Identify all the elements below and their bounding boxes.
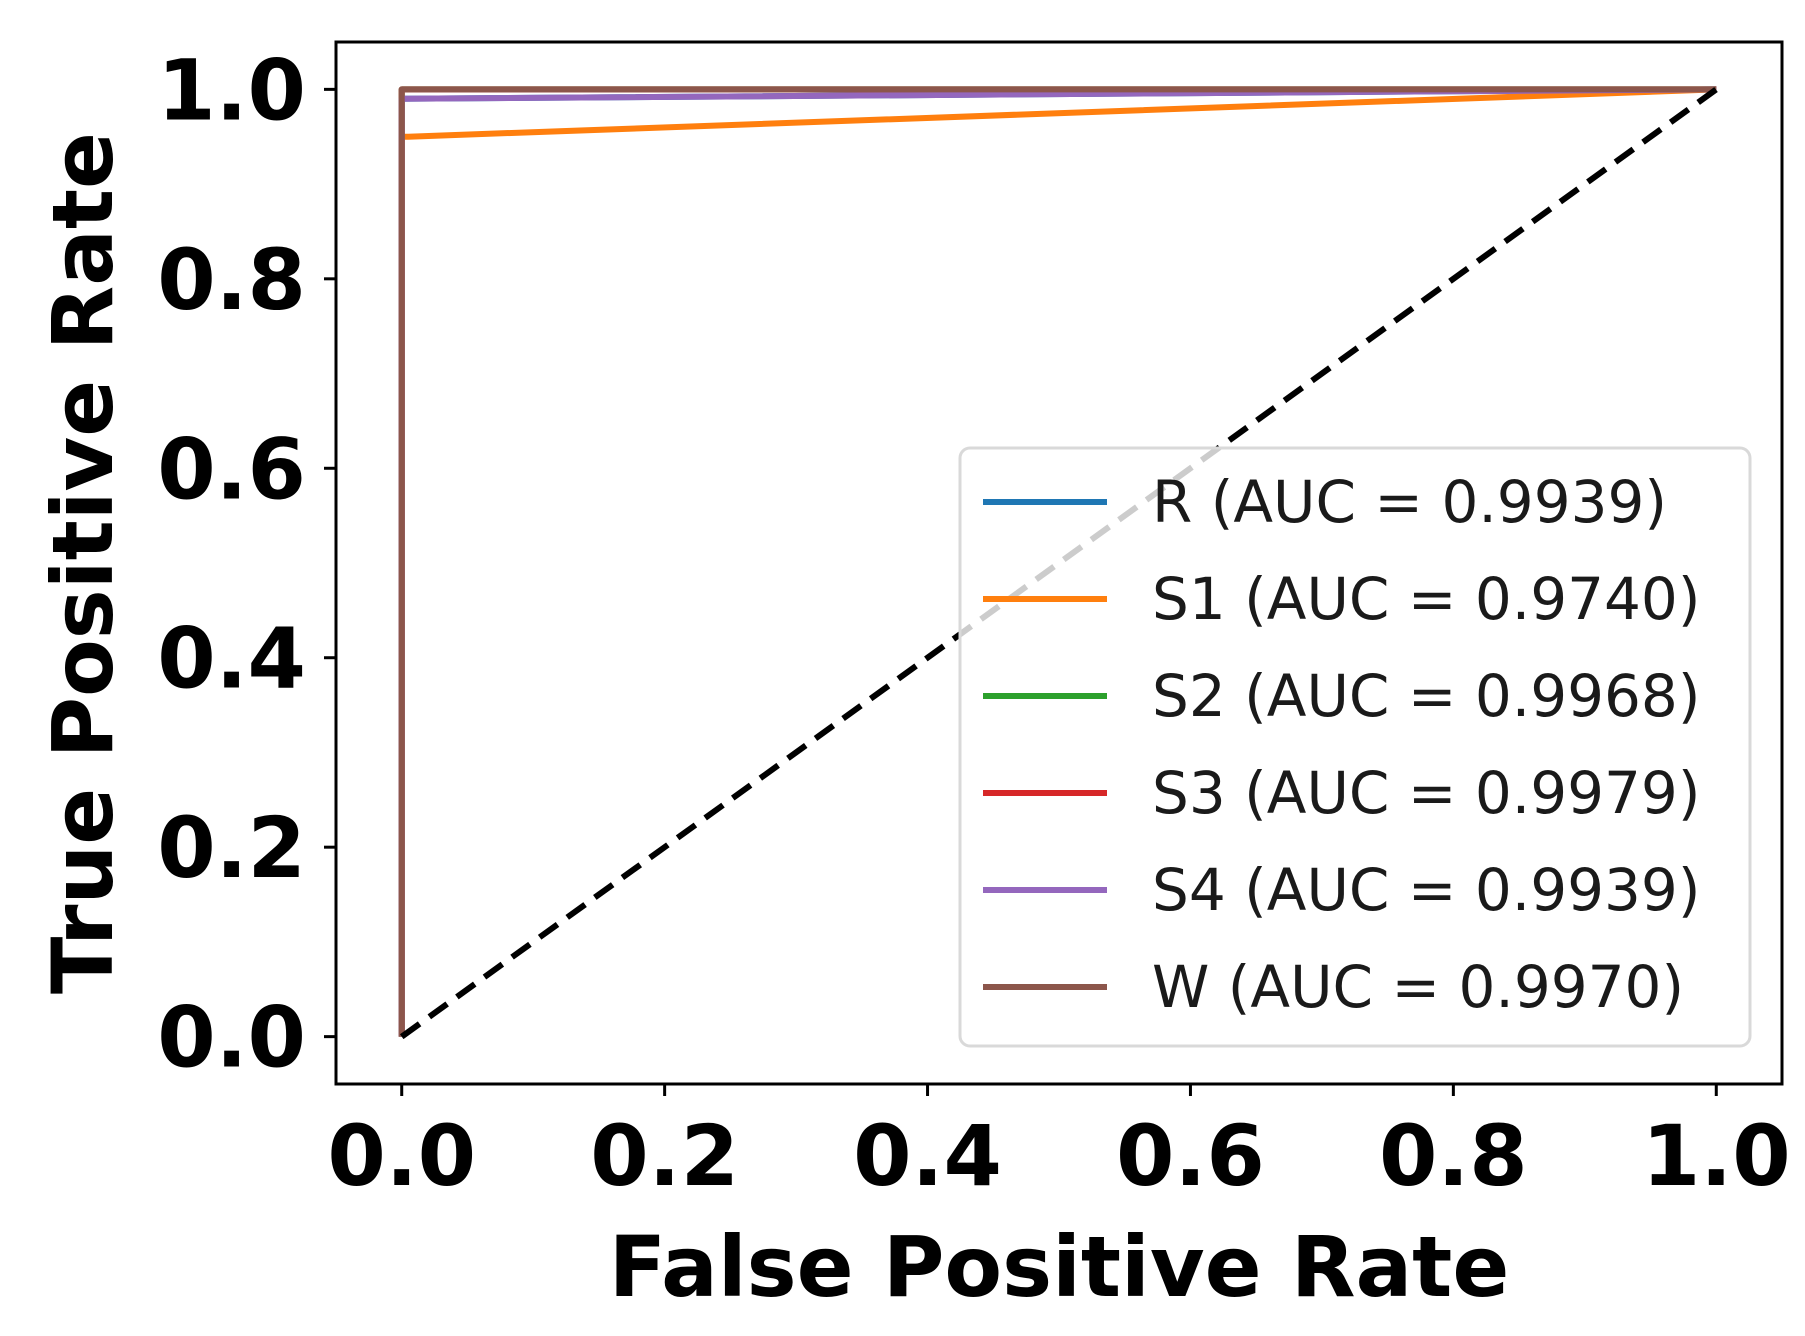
y-tick-label: 1.0 (157, 41, 306, 139)
y-axis-title: True Positive Rate (34, 132, 132, 994)
legend-box (958, 446, 1752, 1048)
plot-frame (334, 40, 1784, 1086)
x-tick-label: 0.2 (590, 1107, 739, 1205)
y-tick-label: 0.8 (157, 231, 306, 329)
legend-label: S4 (AUC = 0.9939) (1152, 856, 1700, 924)
x-tick-label: 0.6 (1116, 1107, 1265, 1205)
y-tick-label: 0.2 (157, 799, 306, 897)
x-tick-label: 0.8 (1379, 1107, 1528, 1205)
axis-ticks: 0.0 0.2 0.4 0.6 0.8 1.0 0.0 0.2 0.4 0.6 0.8 1.0 (157, 41, 1790, 1205)
legend-label: W (AUC = 0.9970) (1152, 953, 1684, 1021)
legend-label: S1 (AUC = 0.9740) (1152, 565, 1700, 633)
x-axis-title: False Positive Rate (609, 1218, 1510, 1316)
legend-label: R (AUC = 0.9939) (1152, 468, 1667, 536)
plot-area (398, 86, 1719, 1040)
x-tick-label: 0.4 (853, 1107, 1002, 1205)
legend-label: S3 (AUC = 0.9979) (1152, 759, 1700, 827)
y-tick-label: 0.0 (157, 989, 306, 1087)
series-line-6 (398, 86, 1717, 1037)
legend-label: S2 (AUC = 0.9968) (1152, 662, 1700, 730)
x-tick-label: 1.0 (1642, 1107, 1791, 1205)
x-tick-label: 0.0 (327, 1107, 476, 1205)
y-tick-label: 0.4 (157, 610, 306, 708)
legend: R (AUC = 0.9939) S1 (AUC = 0.9740) S2 (AUC… (958, 446, 1752, 1048)
y-tick-label: 0.6 (157, 420, 306, 518)
